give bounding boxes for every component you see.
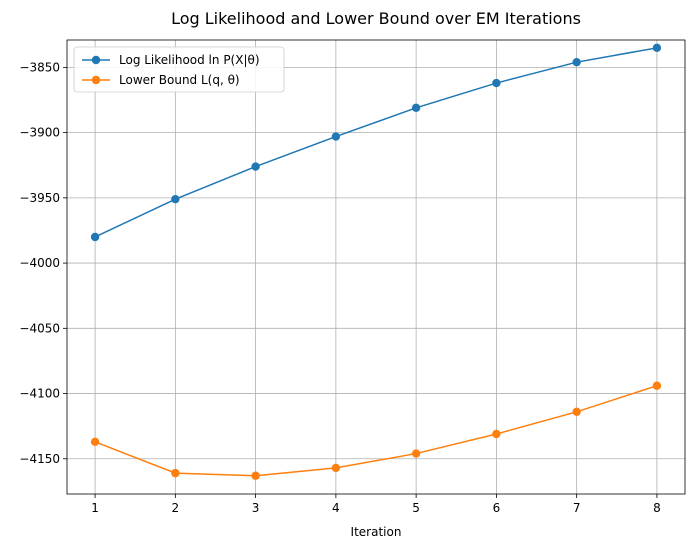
series-1-point [90, 232, 100, 242]
series-2-point [411, 449, 421, 458]
legend-box [73, 46, 285, 93]
x-tick-label: 6 [493, 501, 501, 515]
series-1-point [492, 78, 501, 88]
chart-title: Log Likelihood and Lower Bound over EM I… [171, 9, 581, 28]
series-2 [90, 381, 662, 480]
legend-swatch-marker [91, 55, 101, 65]
x-tick-label: 2 [172, 501, 180, 515]
x-tick-label: 4 [332, 501, 340, 515]
legend-label: Log Likelihood ln P(X|θ) [119, 53, 260, 67]
x-tick-label: 1 [91, 501, 99, 515]
series-1-point [331, 132, 341, 141]
legend-item: Lower Bound L(q, θ) [82, 73, 240, 87]
legend-label: Lower Bound L(q, θ) [119, 73, 240, 87]
series-2-line [94, 385, 658, 477]
legend-swatch-marker [91, 75, 101, 85]
y-tick-label: −3950 [19, 191, 60, 205]
series-1-line [94, 47, 658, 238]
series-2-point [251, 471, 260, 480]
x-tick-label: 7 [573, 501, 581, 515]
series-2-point [171, 468, 180, 478]
series-1-point [572, 57, 581, 67]
series-2-point [90, 437, 100, 447]
series-1-point [251, 162, 260, 171]
x-tick-label: 5 [412, 501, 420, 515]
series-1-point [411, 103, 421, 113]
x-axis-label: Iteration [351, 525, 402, 539]
series-2-point [652, 381, 662, 390]
series-1 [90, 43, 662, 242]
y-tick-label: −4150 [19, 452, 60, 466]
x-tick-label: 8 [653, 501, 661, 515]
plot-frame [66, 39, 686, 495]
series-2-point [492, 429, 501, 439]
y-tick-label: −3900 [19, 126, 60, 140]
ticks: 1 2 3 4 5 6 7 8 −3850 −3900 −3950 −4000 −4050 −4100 −4… [19, 60, 660, 515]
y-tick-label: −4000 [19, 256, 60, 270]
legend: Log Likelihood ln P(X|θ) Lower Bound L(q,… [73, 46, 285, 93]
series-layer [90, 43, 662, 480]
series-1-point [652, 43, 662, 53]
series-2-point [572, 407, 581, 417]
y-tick-label: −4100 [19, 387, 60, 401]
x-tick-label: 3 [252, 501, 260, 515]
legend-item: Log Likelihood ln P(X|θ) [82, 53, 260, 67]
y-tick-label: −4050 [19, 321, 60, 335]
series-1-point [171, 194, 180, 204]
series-2-point [331, 463, 341, 473]
y-tick-label: −3850 [19, 60, 60, 74]
